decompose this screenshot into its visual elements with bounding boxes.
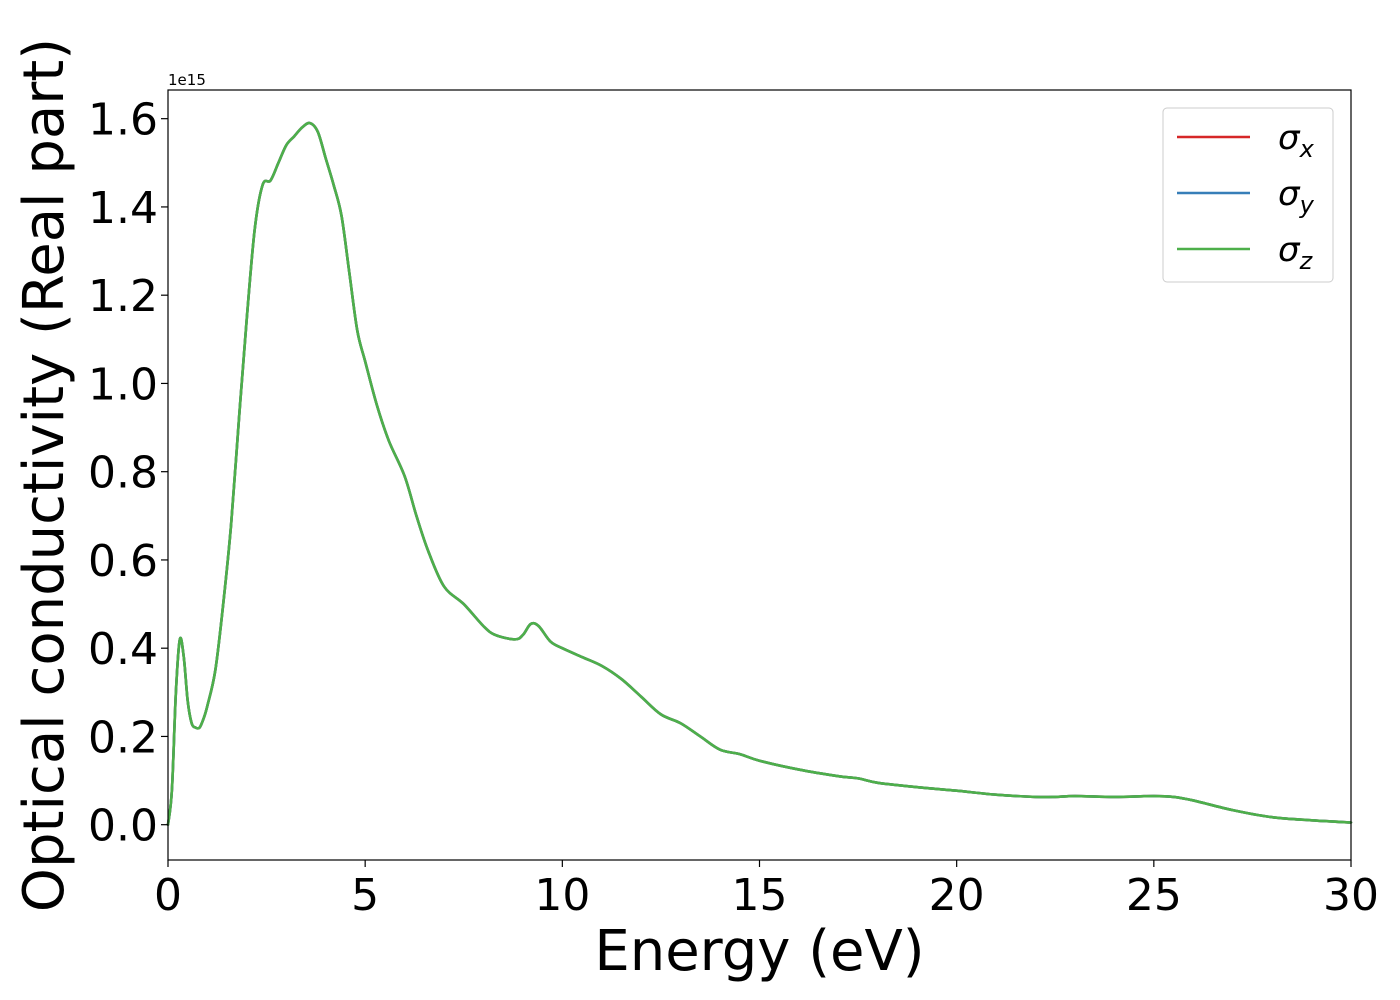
x-tick-label: 20 xyxy=(929,870,985,921)
y-tick-label: 1.4 xyxy=(88,183,158,234)
y-tick-label: 0.0 xyxy=(88,801,158,852)
x-axis-title: Energy (eV) xyxy=(594,919,924,984)
x-tick-label: 25 xyxy=(1126,870,1182,921)
x-tick-label: 30 xyxy=(1323,870,1379,921)
y-axis-ticks: 0.0 0.2 0.4 0.6 0.8 1.0 1.2 1.4 1.6 xyxy=(88,95,168,852)
legend-label-subscript: y xyxy=(1299,191,1315,219)
y-tick-label: 0.2 xyxy=(88,712,158,763)
y-tick-label: 1.2 xyxy=(88,271,158,322)
y-axis-title: Optical conductivity (Real part) xyxy=(12,38,77,912)
x-tick-label: 10 xyxy=(534,870,590,921)
legend-label-subscript: z xyxy=(1299,247,1314,275)
legend-box xyxy=(1162,107,1334,283)
x-tick-label: 5 xyxy=(351,870,379,921)
y-axis-offset-text: 1e15 xyxy=(168,71,206,89)
y-tick-label: 0.6 xyxy=(88,536,158,587)
y-tick-label: 0.4 xyxy=(88,624,158,675)
legend-label-subscript: x xyxy=(1299,135,1315,163)
x-tick-label: 15 xyxy=(732,870,788,921)
x-tick-label: 0 xyxy=(154,870,182,921)
series-line-z xyxy=(166,121,1353,826)
y-tick-label: 1.0 xyxy=(88,359,158,410)
y-tick-label: 1.6 xyxy=(88,95,158,146)
y-tick-label: 0.8 xyxy=(88,448,158,499)
x-axis-ticks: 0 5 10 15 20 25 30 xyxy=(154,860,1379,921)
series-layer xyxy=(166,121,1353,826)
